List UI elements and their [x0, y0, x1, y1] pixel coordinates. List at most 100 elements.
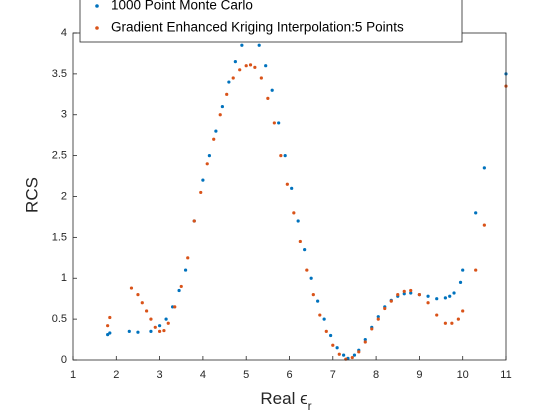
data-point: [283, 154, 287, 158]
data-point: [177, 288, 181, 293]
data-point: [158, 329, 162, 333]
data-point: [244, 64, 248, 68]
data-point: [248, 63, 253, 67]
data-point: [309, 276, 313, 280]
data-point: [376, 317, 380, 321]
x-tick-label: 8: [373, 369, 379, 381]
data-point: [233, 60, 237, 64]
legend-label: Gradient Enhanced Kriging Interpolation:…: [111, 20, 404, 35]
data-point: [205, 162, 209, 166]
legend-marker: [95, 26, 99, 30]
data-point: [331, 343, 335, 347]
data-point: [231, 76, 235, 80]
data-point: [129, 286, 134, 290]
legend: 1000 Point Monte Carlo Gradient Enhanced …: [79, 0, 463, 43]
data-point: [324, 329, 328, 333]
data-point: [474, 211, 478, 215]
x-axis-label-main: Real ϵ: [260, 389, 307, 408]
y-tick-label: 1: [61, 272, 67, 284]
data-point: [461, 309, 465, 313]
x-tick-label: 4: [200, 369, 206, 381]
data-point: [357, 350, 361, 354]
data-point: [259, 76, 263, 80]
x-tick-label: 5: [243, 369, 249, 381]
data-point: [396, 293, 400, 297]
data-point: [238, 68, 242, 72]
data-point: [448, 294, 452, 298]
data-point: [376, 315, 380, 319]
data-point: [402, 289, 406, 293]
data-point: [417, 293, 421, 297]
x-axis-label-sub: r: [308, 399, 312, 413]
data-point: [318, 313, 322, 317]
data-point: [173, 305, 177, 309]
data-point: [292, 211, 296, 215]
data-point: [322, 317, 326, 321]
y-tick-label: 0.5: [52, 313, 67, 325]
data-point: [285, 182, 289, 186]
data-point: [342, 353, 346, 357]
data-point: [164, 317, 168, 321]
data-point: [456, 317, 460, 321]
data-point: [316, 299, 320, 303]
data-point: [298, 239, 302, 244]
data-point: [149, 329, 153, 333]
y-tick-label: 4: [61, 27, 67, 39]
data-point: [474, 268, 478, 272]
data-point: [201, 178, 205, 182]
data-point: [136, 293, 140, 297]
data-point: [482, 166, 486, 170]
data-point: [458, 280, 463, 284]
data-point: [127, 329, 131, 333]
data-point: [450, 321, 454, 325]
data-point: [108, 315, 112, 320]
data-point: [435, 297, 439, 301]
data-point: [149, 317, 153, 321]
data-point: [214, 129, 218, 133]
data-point: [370, 327, 374, 331]
data-point: [136, 330, 140, 334]
data-point: [272, 121, 276, 125]
data-point: [443, 296, 447, 300]
data-point: [162, 328, 166, 333]
x-tick-label: 9: [416, 369, 422, 381]
data-point: [311, 293, 315, 297]
data-point: [426, 301, 430, 305]
y-tick-label: 2.5: [52, 150, 67, 162]
legend-marker: [95, 4, 99, 8]
data-point: [279, 154, 283, 158]
data-point: [329, 333, 333, 338]
data-point: [192, 219, 196, 223]
data-point: [352, 353, 357, 357]
data-point: [335, 346, 339, 350]
data-point: [363, 337, 367, 342]
x-tick-label: 2: [113, 369, 119, 381]
data-point: [409, 291, 413, 295]
data-point: [218, 113, 222, 117]
data-point: [303, 248, 307, 252]
y-tick-label: 3: [61, 109, 67, 121]
data-point: [199, 190, 203, 195]
data-point: [207, 154, 211, 158]
data-point: [212, 137, 216, 141]
data-point: [108, 331, 112, 335]
data-point: [426, 294, 430, 298]
data-point: [153, 325, 157, 329]
x-tick-label: 1: [70, 369, 76, 381]
y-tick-label: 2: [61, 190, 67, 202]
data-point: [337, 352, 341, 356]
data-point: [363, 340, 367, 344]
data-point: [145, 309, 149, 313]
data-point: [257, 43, 261, 47]
data-point: [225, 92, 229, 96]
data-point: [461, 268, 465, 272]
data-point: [270, 88, 274, 92]
data-point: [227, 80, 231, 84]
data-point: [389, 299, 393, 303]
data-point: [106, 333, 110, 337]
y-tick-label: 0: [61, 354, 67, 366]
data-point: [186, 256, 190, 260]
data-point: [266, 96, 270, 100]
x-tick-label: 6: [286, 369, 292, 381]
legend-label: 1000 Point Monte Carlo: [111, 0, 253, 13]
